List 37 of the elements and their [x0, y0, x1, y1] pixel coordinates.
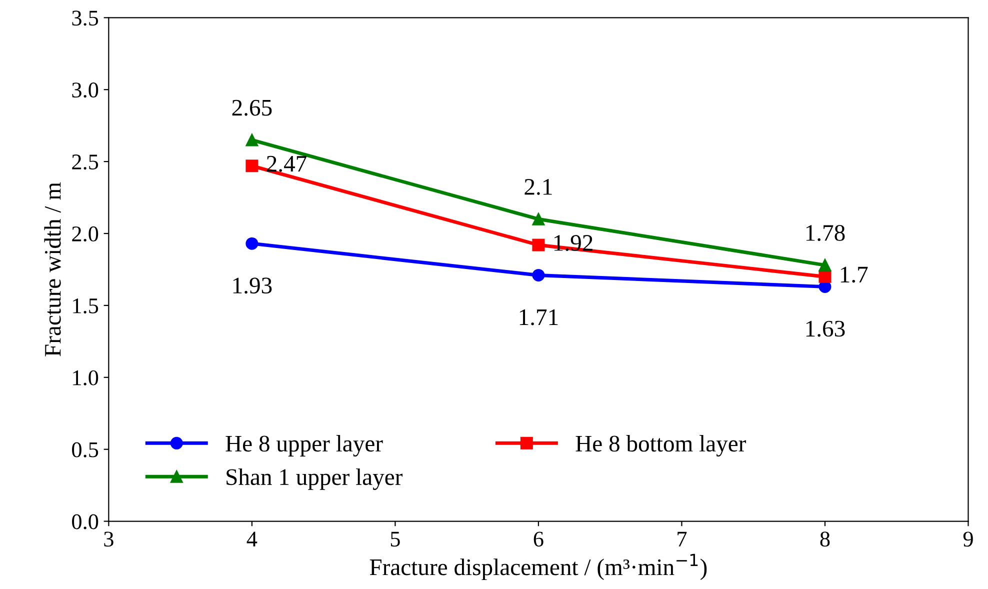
data-label: 2.47: [266, 156, 306, 172]
legend-label: He 8 bottom layer: [576, 435, 746, 457]
legend-label: Shan 1 upper layer: [226, 468, 403, 490]
y-tick-label: 1.0: [73, 370, 98, 386]
data-label: 2.1: [524, 179, 552, 195]
x-tick-label: 8: [820, 532, 830, 547]
point: [246, 134, 258, 146]
x-tick-label: 9: [963, 532, 973, 547]
y-tick-label: 2.5: [72, 154, 98, 170]
y-tick-label: 3.0: [72, 82, 98, 98]
point: [532, 238, 545, 252]
y-tick-label: 2.0: [72, 226, 98, 242]
point: [246, 160, 258, 172]
point: [532, 268, 545, 282]
data-label: 1.7: [840, 266, 868, 283]
x-tick-label: 6: [534, 532, 544, 547]
data-label: 1.63: [806, 320, 845, 337]
data-label: 1.92: [554, 235, 592, 252]
data-label: 2.65: [232, 100, 272, 116]
legend-label: He 8 upper layer: [226, 435, 383, 457]
y-tick-label: 0.0: [72, 514, 98, 530]
point: [532, 212, 545, 226]
y-tick-label: 1.5: [73, 298, 98, 314]
y-axis-title: Fracture width / m: [44, 182, 61, 356]
point: [818, 258, 832, 272]
x-tick-label: 5: [390, 532, 400, 547]
data-label: 1.71: [520, 309, 558, 326]
data-label: 1.78: [806, 224, 845, 242]
point: [818, 270, 832, 283]
y-tick-label: 0.5: [72, 442, 98, 458]
data-label: 1.93: [233, 278, 272, 294]
x-tick-label: 4: [246, 532, 258, 546]
x-tick-label: 3: [104, 532, 114, 547]
x-axis-title: Fracture displacement / (m³·min$^{−1}$): [370, 554, 707, 580]
x-tick-label: 7: [678, 532, 687, 546]
y-tick-label: 3.5: [72, 10, 98, 26]
point: [246, 237, 258, 250]
